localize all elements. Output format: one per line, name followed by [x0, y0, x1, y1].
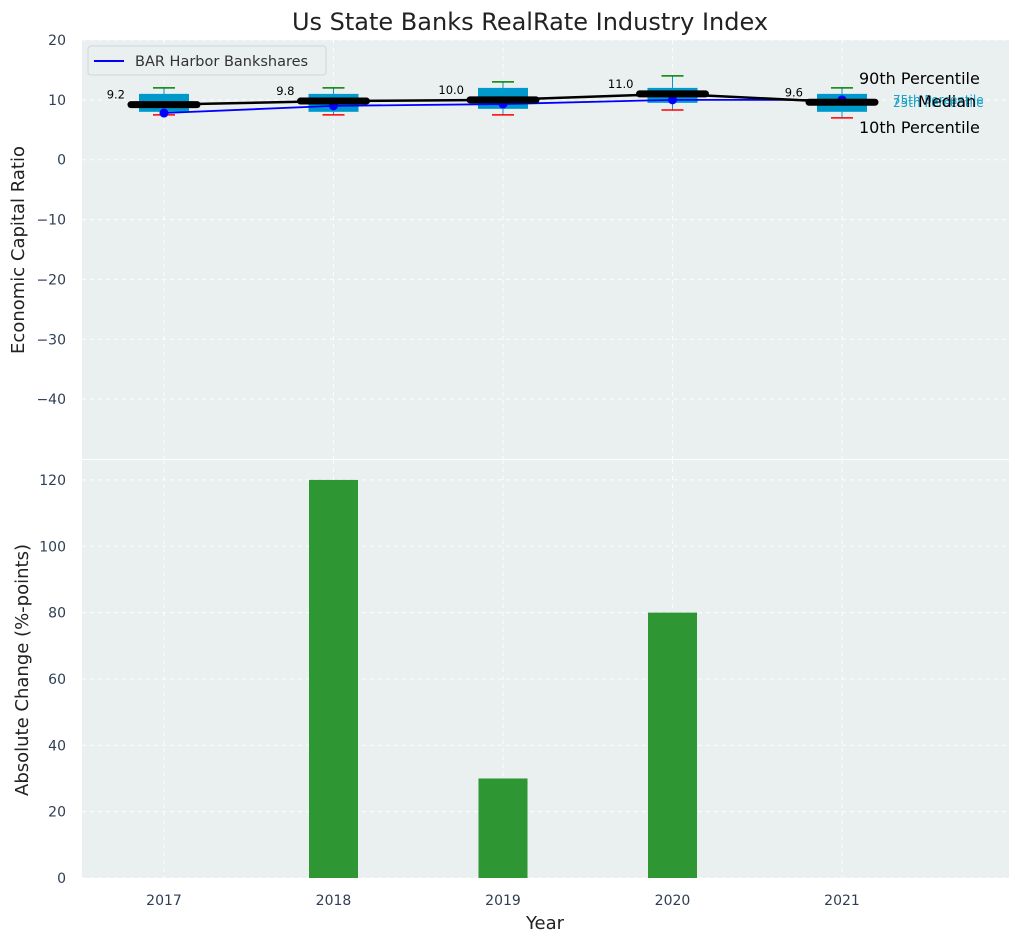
annotation-median: Median	[918, 92, 976, 111]
top-y-tick-label: −10	[36, 213, 66, 229]
top-y-tick-label: 10	[48, 93, 66, 109]
bottom-y-tick-label: 80	[48, 606, 66, 622]
top-gridlines	[82, 39, 1009, 459]
top-y-axis-label: Economic Capital Ratio	[8, 146, 29, 354]
bar	[309, 479, 358, 878]
median-value-label: 10.0	[438, 83, 464, 97]
x-axis-ticks: 2017 2018 2019 2020 2021	[146, 893, 860, 909]
bottom-plot-area	[82, 460, 1009, 878]
legend[interactable]: BAR Harbor Bankshares	[87, 45, 327, 76]
bottom-y-axis-label: Absolute Change (%-points)	[12, 544, 33, 796]
x-tick-label: 2018	[316, 893, 352, 909]
company-point	[668, 95, 677, 105]
legend-frame	[87, 45, 327, 76]
top-y-tick-label: 0	[57, 153, 66, 169]
bar	[648, 612, 697, 878]
annotation-p90: 90th Percentile	[859, 69, 980, 88]
bottom-y-tick-label: 20	[48, 805, 66, 821]
top-y-tick-label: −40	[36, 392, 66, 408]
legend-label: BAR Harbor Bankshares	[135, 54, 308, 70]
annotation-p10: 10th Percentile	[859, 118, 980, 137]
top-y-axis-ticks: 20 10 0 −10 −20 −30 −40	[36, 33, 66, 408]
chart-title: Us State Banks RealRate Industry Index	[292, 8, 768, 36]
top-y-tick-label: 20	[48, 33, 66, 49]
x-tick-label: 2021	[824, 893, 860, 909]
median-value-label: 9.6	[785, 85, 803, 99]
bottom-y-tick-label: 60	[48, 672, 66, 688]
bottom-y-tick-label: 0	[57, 871, 66, 887]
bottom-y-axis-ticks: 0 20 40 60 80 100 120	[39, 473, 66, 887]
x-tick-label: 2019	[485, 893, 521, 909]
median-value-label: 9.2	[107, 88, 125, 102]
annotation-p75: 75th Percentile	[893, 93, 984, 107]
x-axis-label: Year	[525, 913, 565, 934]
top-y-tick-label: −20	[36, 272, 66, 288]
percentile-annotations: 90th Percentile 75th Percentile 25th Per…	[859, 69, 984, 137]
median-value-label: 9.8	[276, 84, 294, 98]
x-tick-label: 2020	[655, 893, 691, 909]
company-point	[159, 108, 169, 118]
bar-series	[309, 479, 697, 878]
bottom-y-tick-label: 100	[39, 539, 66, 555]
bottom-y-tick-label: 40	[48, 738, 66, 754]
median-line	[163, 92, 843, 106]
bar	[478, 778, 528, 878]
top-y-tick-label: −30	[36, 332, 66, 348]
median-value-label: 11.0	[608, 77, 634, 91]
box-series: 9.2 9.8 10.0 11.0 9.6	[107, 75, 879, 119]
annotation-p25: 25th Percentile	[893, 96, 984, 110]
x-tick-label: 2017	[146, 893, 182, 909]
bottom-y-tick-label: 120	[39, 473, 66, 489]
